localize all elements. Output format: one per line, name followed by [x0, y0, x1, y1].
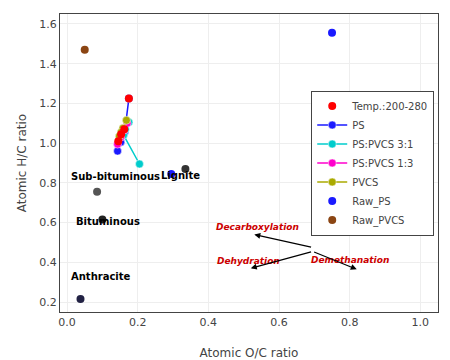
svg-text:PS: PS	[352, 120, 364, 131]
svg-text:Atomic O/C ratio: Atomic O/C ratio	[200, 346, 299, 360]
svg-text:0.2: 0.2	[129, 316, 147, 329]
svg-text:1.0: 1.0	[39, 137, 57, 150]
svg-text:Decarboxylation: Decarboxylation	[216, 222, 299, 232]
svg-text:1.2: 1.2	[39, 97, 57, 110]
svg-text:Raw_PVCS: Raw_PVCS	[352, 215, 404, 227]
svg-text:Anthracite: Anthracite	[71, 271, 131, 282]
svg-text:0.6: 0.6	[270, 316, 288, 329]
svg-text:1.0: 1.0	[412, 316, 430, 329]
svg-text:1.4: 1.4	[39, 58, 57, 71]
svg-text:1.6: 1.6	[39, 18, 57, 31]
svg-text:Lignite: Lignite	[161, 170, 200, 181]
svg-text:Temp.:200-280: Temp.:200-280	[351, 101, 427, 112]
svg-text:PS:PVCS 3:1: PS:PVCS 3:1	[352, 139, 413, 150]
svg-text:Demethanation: Demethanation	[311, 255, 389, 265]
svg-text:0.2: 0.2	[39, 296, 57, 309]
svg-text:0.4: 0.4	[200, 316, 218, 329]
svg-text:Sub-bituminous: Sub-bituminous	[71, 171, 160, 182]
svg-text:Bituminous: Bituminous	[76, 216, 140, 227]
svg-text:Dehydration: Dehydration	[217, 256, 280, 266]
svg-text:PS:PVCS 1:3: PS:PVCS 1:3	[352, 158, 413, 169]
svg-text:PVCS: PVCS	[352, 177, 378, 188]
svg-text:0.6: 0.6	[39, 216, 57, 229]
svg-text:Raw_PS: Raw_PS	[352, 196, 390, 208]
svg-text:0.8: 0.8	[341, 316, 359, 329]
svg-text:0.0: 0.0	[58, 316, 76, 329]
svg-text:0.4: 0.4	[39, 256, 57, 269]
svg-text:0.8: 0.8	[39, 177, 57, 190]
svg-text:Atomic H/C ratio: Atomic H/C ratio	[15, 114, 29, 212]
